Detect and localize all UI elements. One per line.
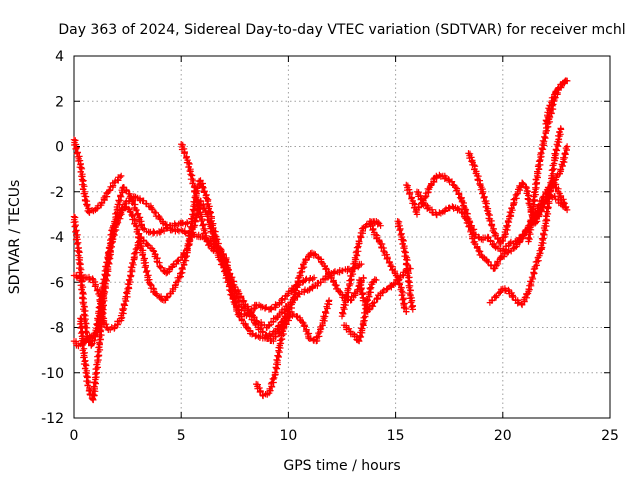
x-tick-label: 0 xyxy=(70,428,79,444)
y-tick-label: -4 xyxy=(50,230,64,246)
y-tick-label: -8 xyxy=(50,321,64,337)
series-track-1 xyxy=(70,136,125,216)
x-tick-label: 10 xyxy=(279,428,297,444)
x-tick-label: 15 xyxy=(387,428,405,444)
y-tick-label: -6 xyxy=(50,275,64,291)
series-track-13 xyxy=(394,218,416,313)
chart-title: Day 363 of 2024, Sidereal Day-to-day VTE… xyxy=(58,22,625,38)
y-tick-label: -12 xyxy=(41,411,64,427)
data-marks xyxy=(70,77,571,404)
series-track-6 xyxy=(178,141,277,345)
y-tick-label: 4 xyxy=(55,49,64,65)
series-trace xyxy=(71,137,124,216)
y-tick-label: -2 xyxy=(50,185,64,201)
series-trace xyxy=(367,218,410,315)
series-trace xyxy=(394,218,416,311)
series-track-20 xyxy=(542,77,571,128)
series-track-18 xyxy=(486,125,565,309)
series-trace xyxy=(542,77,569,125)
series-trace xyxy=(272,250,367,341)
series-trace xyxy=(178,141,275,344)
y-tick-label: 2 xyxy=(55,94,64,110)
y-tick-label: -10 xyxy=(41,366,64,382)
y-axis-label: SDTVAR / TECUs xyxy=(7,180,23,295)
data-point xyxy=(118,172,125,180)
series-track-12 xyxy=(366,218,410,315)
series-trace xyxy=(488,126,565,308)
x-tick-label: 25 xyxy=(601,428,619,444)
series-trace xyxy=(356,265,413,313)
x-tick-label: 5 xyxy=(177,428,186,444)
y-tick-label: 0 xyxy=(55,140,64,156)
x-tick-label: 20 xyxy=(494,428,512,444)
x-axis-label: GPS time / hours xyxy=(283,458,400,474)
data-point xyxy=(178,141,185,148)
series-track-5 xyxy=(76,177,318,404)
